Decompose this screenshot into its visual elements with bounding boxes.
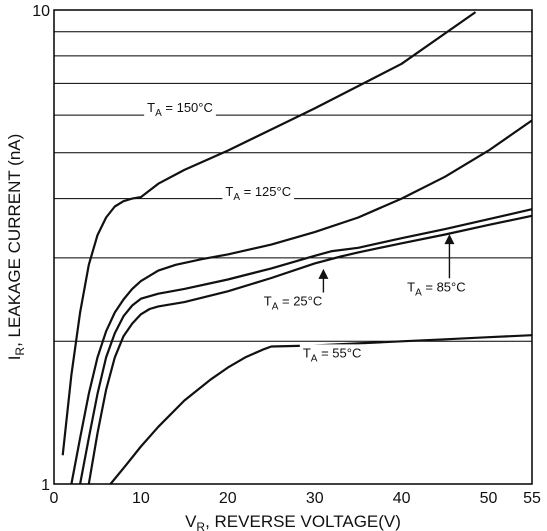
- series-arrowhead-t-a-25-c: [318, 268, 329, 279]
- x-tick-label-0: 0: [50, 490, 59, 507]
- series-layer: [61, 11, 533, 485]
- plot-frame: [53, 9, 533, 485]
- series-label-t-a-150-c: TA = 150°C: [147, 100, 213, 119]
- series-label-t-a-25-c: TA = 25°C: [264, 294, 323, 313]
- x-axis-label-sub: R: [196, 520, 205, 531]
- series-label-bg-t-a-55-c: [299, 344, 365, 366]
- x-tick-label-55: 55: [523, 490, 541, 507]
- series-label-bg-t-a-125-c: [222, 183, 295, 205]
- series-line-t-a-125-c: [70, 119, 533, 485]
- series-label-t-a-125-c: TA = 125°C: [225, 184, 291, 203]
- series-line-t-a-85-c: [87, 214, 533, 485]
- series-line-t-a-25-c: [79, 208, 533, 485]
- series-label-bg-t-a-25-c: [260, 292, 326, 314]
- series-label-t-a-55-c: TA = 55°C: [303, 345, 362, 364]
- series-label-layer: TA = 150°C TA = 125°C TA = 25°C TA = 85°C TA…: [144, 98, 469, 366]
- series-label-t-a-85-c: TA = 85°C: [407, 279, 466, 298]
- x-axis-label-main: V: [185, 512, 197, 531]
- y-tick-label-10: 10: [32, 3, 50, 20]
- series-label-bg-t-a-150-c: [144, 98, 216, 120]
- x-tick-label-20: 20: [219, 490, 237, 507]
- x-axis-label-rest: , REVERSE VOLTAGE(V): [205, 512, 401, 531]
- x-axis-label: VR, REVERSE VOLTAGE(V): [185, 512, 401, 531]
- y-axis-label: IR, LEAKAGE CURRENT (nA): [5, 134, 27, 361]
- y-tick-label-1: 1: [41, 477, 50, 494]
- series-arrowhead-t-a-85-c: [444, 234, 455, 245]
- y-axis-label-sub: R: [13, 347, 27, 356]
- y-axis-label-main: I: [5, 356, 24, 361]
- y-axis-label-rest: , LEAKAGE CURRENT (nA): [5, 134, 24, 347]
- tick-label-layer: 0 10 20 30 40 50 55 1 10: [32, 3, 541, 507]
- series-label-bg-t-a-85-c: [404, 278, 469, 300]
- x-tick-label-10: 10: [132, 490, 150, 507]
- x-tick-label-40: 40: [393, 490, 411, 507]
- series-line-t-a-150-c: [61, 11, 477, 456]
- x-tick-label-50: 50: [480, 490, 498, 507]
- x-tick-label-30: 30: [306, 490, 324, 507]
- series-line-t-a-55-c: [109, 334, 533, 485]
